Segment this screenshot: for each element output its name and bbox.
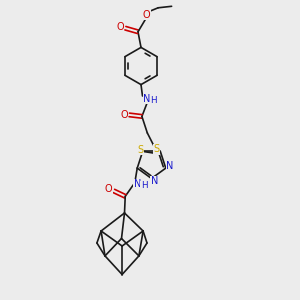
- Text: N: N: [143, 94, 151, 104]
- Text: H: H: [151, 96, 157, 105]
- Text: S: S: [137, 145, 143, 154]
- Text: N: N: [151, 176, 158, 187]
- Text: O: O: [142, 10, 150, 20]
- Text: O: O: [120, 110, 128, 120]
- Text: O: O: [105, 184, 112, 194]
- Text: S: S: [153, 144, 159, 154]
- Text: H: H: [141, 181, 147, 190]
- Text: N: N: [134, 179, 141, 189]
- Text: O: O: [116, 22, 124, 32]
- Text: N: N: [166, 161, 174, 171]
